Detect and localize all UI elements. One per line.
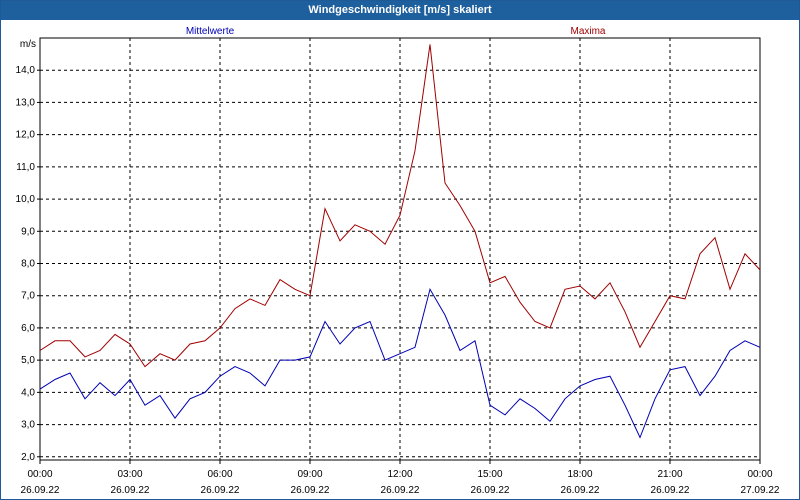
y-tick-label: 7,0 (21, 291, 35, 302)
y-tick-label: 5,0 (21, 355, 35, 366)
grid (37, 38, 761, 464)
y-tick-label: 2,0 (21, 452, 35, 463)
x-tick-date-label: 26.09.22 (381, 485, 420, 496)
x-tick-date-label: 26.09.22 (111, 485, 150, 496)
x-tick-time-label: 15:00 (477, 469, 502, 480)
x-tick-date-label: 27.09.22 (741, 485, 780, 496)
x-tick-date-label: 26.09.22 (291, 485, 330, 496)
x-tick-date-label: 26.09.22 (561, 485, 600, 496)
y-tick-label: 8,0 (21, 258, 35, 269)
x-tick-date-label: 26.09.22 (201, 485, 240, 496)
y-tick-label: 14,0 (16, 65, 36, 76)
series-line-maxima (39, 44, 761, 368)
x-tick-date-label: 26.09.22 (21, 485, 60, 496)
y-tick-label: 3,0 (21, 420, 35, 431)
x-tick-date-label: 26.09.22 (471, 485, 510, 496)
x-tick-time-label: 00:00 (27, 469, 52, 480)
legend-maxima: Maxima (570, 26, 605, 37)
x-tick-time-label: 03:00 (117, 469, 142, 480)
y-tick-label: 13,0 (16, 97, 36, 108)
x-tick-time-label: 12:00 (387, 469, 412, 480)
x-tick-time-label: 21:00 (657, 469, 682, 480)
series-line-mittelwerte (39, 287, 761, 439)
y-tick-label: 4,0 (21, 387, 35, 398)
x-tick-date-label: 26.09.22 (651, 485, 690, 496)
y-tick-label: 11,0 (16, 162, 35, 173)
labels: m/s Mittelwerte Maxima 2,0 3,0 4,0 5,0 6,0 7,… (16, 26, 780, 496)
plot-area (39, 37, 761, 461)
y-tick-label: 6,0 (21, 323, 35, 334)
x-tick-time-label: 09:00 (297, 469, 322, 480)
y-tick-label: 12,0 (16, 130, 36, 141)
y-tick-label: 9,0 (21, 226, 35, 237)
y-tick-label: 10,0 (16, 194, 36, 205)
x-tick-time-label: 18:00 (567, 469, 592, 480)
y-axis-unit-label: m/s (20, 39, 36, 50)
x-tick-time-label: 00:00 (747, 469, 772, 480)
window-title: Windgeschwindigkeit [m/s] skaliert (1, 1, 799, 20)
series-layer (39, 44, 761, 439)
legend-mittelwerte: Mittelwerte (186, 26, 235, 37)
x-tick-time-label: 06:00 (207, 469, 232, 480)
